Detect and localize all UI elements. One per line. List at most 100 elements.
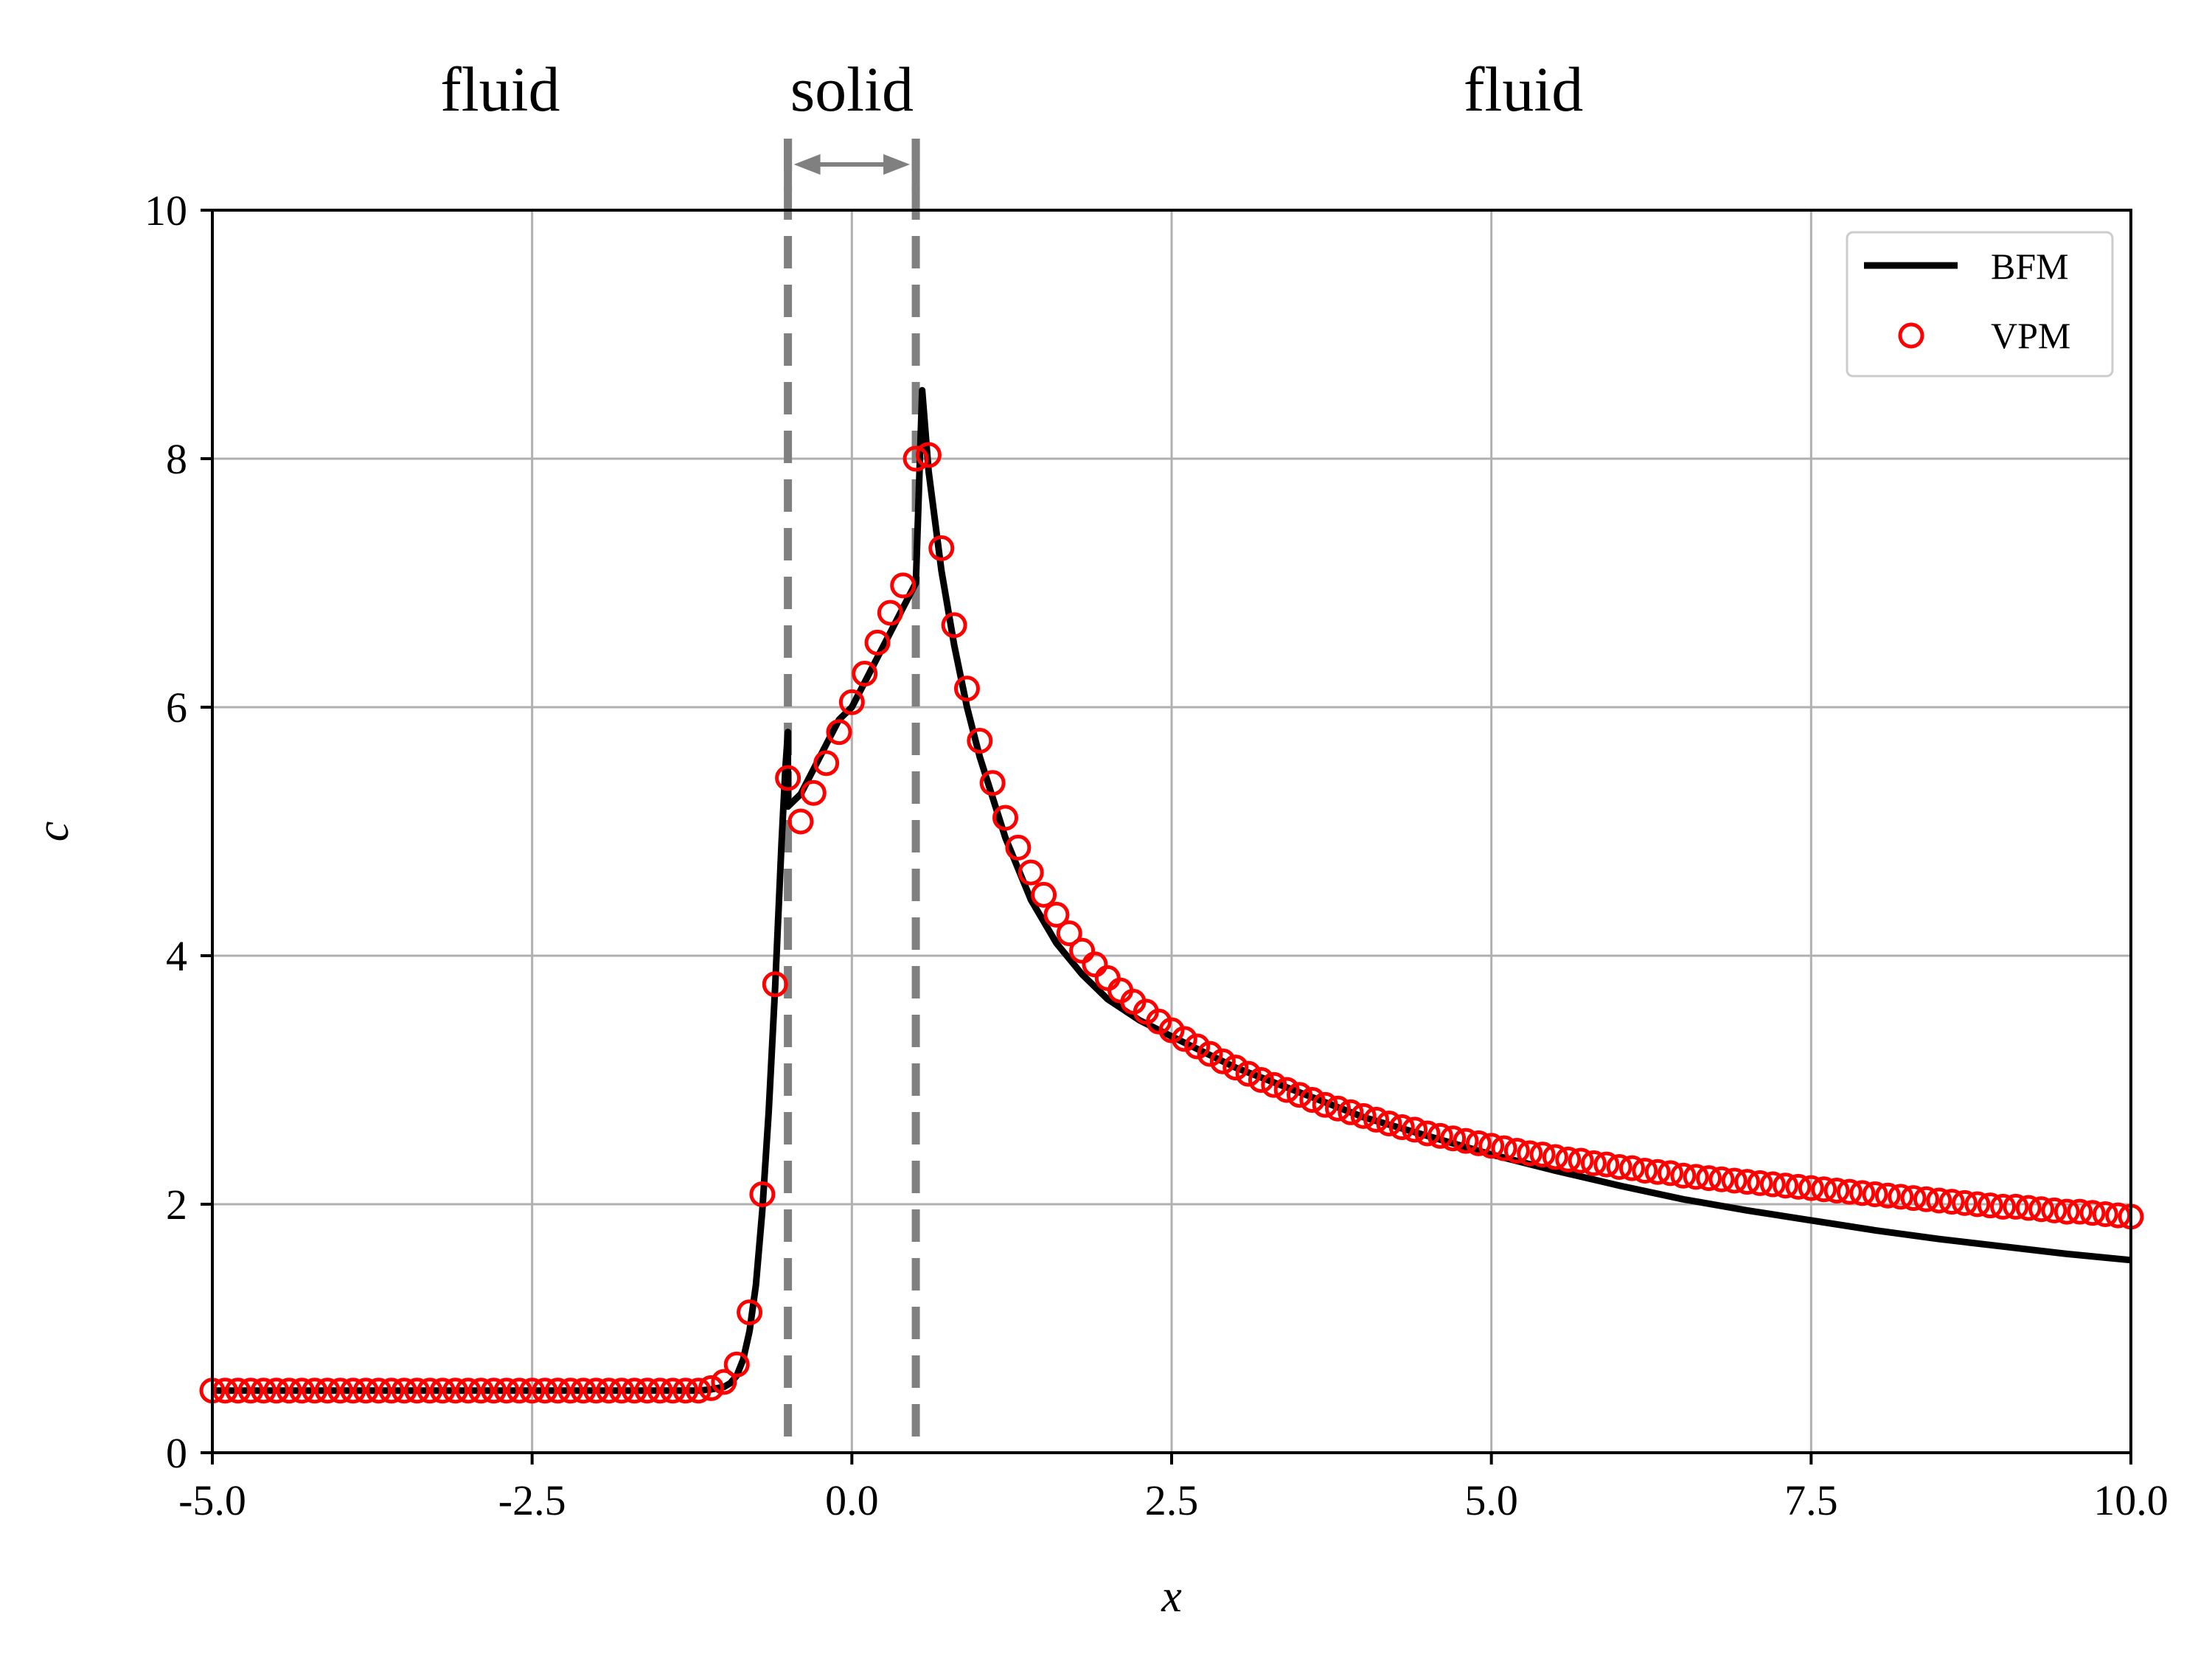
- series-vpm-point: [1286, 1082, 1312, 1108]
- series-vpm-point: [1082, 951, 1108, 978]
- series-vpm-point: [1568, 1147, 1594, 1174]
- series-vpm-point: [1235, 1060, 1262, 1087]
- series-vpm-point: [1503, 1138, 1530, 1164]
- series-vpm-point: [1440, 1125, 1467, 1152]
- region-label-solid: solid: [790, 54, 914, 125]
- series-vpm-point: [404, 1378, 431, 1404]
- series-vpm-point: [1491, 1135, 1517, 1161]
- series-vpm-point: [1031, 881, 1057, 908]
- series-vpm-point: [493, 1378, 520, 1404]
- y-axis-label: c: [28, 821, 78, 842]
- series-vpm-point: [1312, 1091, 1338, 1118]
- series-vpm-point: [1874, 1182, 1901, 1209]
- series-vpm-point: [711, 1369, 737, 1395]
- series-vpm-point: [2041, 1197, 2067, 1223]
- series-vpm-point: [1414, 1120, 1441, 1147]
- region-label-fluid: fluid: [1464, 54, 1583, 125]
- series-vpm-point: [352, 1378, 379, 1404]
- series-vpm-point: [391, 1378, 417, 1404]
- series-vpm-point: [1734, 1169, 1761, 1195]
- arrow-head-left: [793, 154, 821, 175]
- series-vpm-point: [1158, 1017, 1185, 1043]
- series-vpm-point: [1773, 1173, 1799, 1199]
- x-tick-label: 10.0: [2093, 1476, 2168, 1524]
- series-vpm-point: [992, 805, 1018, 831]
- series-vpm-point: [467, 1378, 494, 1404]
- series-vpm-point: [915, 442, 942, 468]
- series-vpm-point: [1759, 1171, 1786, 1198]
- series-vpm-point: [519, 1378, 546, 1404]
- series-vpm-point: [1785, 1173, 1812, 1200]
- series-vpm-point: [838, 689, 865, 715]
- series-vpm-point: [1836, 1178, 1863, 1205]
- series-vpm-point: [1005, 834, 1032, 861]
- series-vpm-point: [1056, 920, 1082, 947]
- series-vpm-point: [1376, 1110, 1402, 1136]
- series-vpm-point: [1273, 1077, 1300, 1103]
- series-vpm-point: [1018, 859, 1044, 886]
- series-vpm-point: [1618, 1155, 1645, 1181]
- series-vpm-point: [288, 1378, 315, 1404]
- series-vpm-point: [582, 1378, 609, 1404]
- series-vpm-point: [621, 1378, 647, 1404]
- series-vpm-point: [544, 1378, 571, 1404]
- series-vpm-point: [1542, 1144, 1568, 1170]
- series-vpm-point: [532, 1378, 558, 1404]
- series-vpm-point: [762, 971, 788, 998]
- region-label-fluid: fluid: [440, 54, 560, 125]
- x-tick-label: -2.5: [498, 1476, 566, 1524]
- series-vpm-point: [1299, 1086, 1326, 1113]
- series-vpm-point: [1427, 1122, 1453, 1149]
- series-vpm-point: [1261, 1071, 1287, 1098]
- series-vpm-point: [608, 1378, 635, 1404]
- series-vpm-point: [212, 1378, 238, 1404]
- series-vpm-point: [2105, 1202, 2132, 1229]
- series-vpm-point: [276, 1378, 302, 1404]
- series-vpm-point: [2003, 1193, 2029, 1220]
- series-vpm-point: [2053, 1198, 2080, 1225]
- series-vpm-point: [1913, 1186, 1939, 1212]
- series-vpm-point: [1593, 1151, 1620, 1178]
- x-tick-label: 7.5: [1784, 1476, 1838, 1524]
- series-vpm-point: [1990, 1193, 2017, 1220]
- series-vpm-point: [1517, 1140, 1543, 1167]
- series-vpm-point: [2079, 1200, 2106, 1226]
- series-vpm-point: [1862, 1181, 1888, 1208]
- series-vpm-point: [1938, 1189, 1965, 1215]
- series-vpm-point: [1555, 1146, 1582, 1173]
- series-vpm-point: [1388, 1114, 1415, 1141]
- series-vpm-point: [1798, 1175, 1824, 1201]
- series-vpm-point: [877, 600, 903, 626]
- series-vpm-point: [1350, 1102, 1377, 1129]
- x-tick-label: 5.0: [1464, 1476, 1518, 1524]
- legend-vpm-swatch: [1898, 322, 1924, 349]
- series-vpm-point: [327, 1378, 353, 1404]
- series-vpm-point: [1465, 1130, 1492, 1156]
- series-vpm-point: [1977, 1192, 2003, 1219]
- series-vpm-point: [1171, 1026, 1197, 1052]
- legend: BFM VPM: [1846, 231, 2114, 378]
- series-vpm-point: [340, 1378, 366, 1404]
- series-vpm-point: [1529, 1142, 1556, 1168]
- series-vpm-point: [302, 1378, 328, 1404]
- x-tick-label: 0.0: [825, 1476, 879, 1524]
- series-vpm-point: [953, 675, 980, 702]
- series-vpm-point: [1951, 1189, 1978, 1216]
- series-vpm-point: [672, 1378, 699, 1404]
- series-vpm-point: [2067, 1198, 2093, 1225]
- y-tick-label: 2: [166, 1181, 187, 1229]
- series-vpm-point: [481, 1378, 507, 1404]
- series-vpm-point: [864, 629, 891, 656]
- series-vpm-point: [1094, 965, 1121, 991]
- series-vpm-point: [225, 1378, 251, 1404]
- series-vpm-point: [737, 1299, 763, 1326]
- series-vpm-point: [1964, 1191, 1991, 1217]
- series-bfm-line: [212, 386, 2132, 1394]
- series-vpm-point: [800, 779, 827, 806]
- series-vpm-point: [1363, 1106, 1390, 1133]
- series-vpm-point: [1209, 1048, 1236, 1074]
- series-vpm-point: [902, 445, 929, 472]
- series-vpm-point: [1478, 1133, 1505, 1159]
- series-vpm-point: [1146, 1008, 1172, 1035]
- series-vpm-point: [1184, 1033, 1211, 1060]
